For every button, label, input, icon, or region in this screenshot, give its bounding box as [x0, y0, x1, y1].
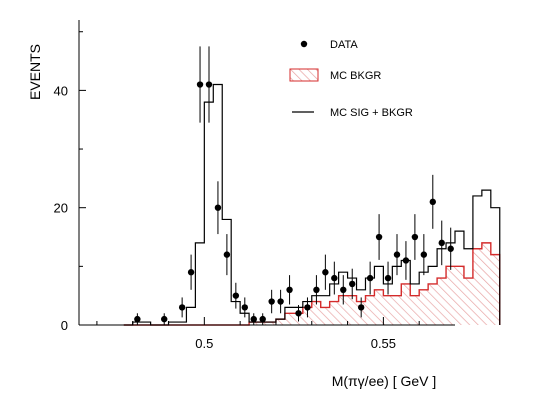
plot-area [123, 46, 501, 326]
data-point [250, 313, 257, 325]
data-marker [196, 81, 204, 88]
data-marker [357, 304, 365, 311]
data-marker [134, 315, 141, 323]
data-marker [402, 257, 410, 264]
data-marker [259, 315, 266, 323]
data-point [384, 261, 392, 295]
data-point [214, 181, 222, 235]
data-point [205, 46, 213, 123]
data-point [420, 234, 428, 276]
data-marker [375, 233, 383, 241]
legend-swatch-bkgr [289, 68, 319, 82]
data-point [322, 254, 329, 290]
data-marker [420, 251, 428, 258]
data-marker [178, 304, 186, 311]
data-marker [161, 315, 168, 323]
data-point [447, 227, 454, 270]
data-point [161, 313, 168, 325]
legend: DATA MC BKGR MC SIG + BKGR [289, 39, 413, 119]
data-point [187, 254, 195, 290]
data-point [223, 234, 231, 276]
legend-item-sig: MC SIG + BKGR [292, 107, 413, 119]
data-point [196, 46, 204, 123]
y-axis-title: EVENTS [27, 44, 43, 100]
data-marker [384, 274, 392, 282]
sig-bkgr-histogram-line [123, 83, 501, 326]
data-point [438, 220, 445, 266]
data-point [134, 313, 141, 325]
x-tick-label: 0.55 [371, 336, 396, 351]
data-marker [277, 298, 284, 305]
data-point [232, 282, 240, 309]
legend-label: MC SIG + BKGR [330, 107, 413, 119]
x-tick-label: 0.5 [195, 336, 213, 351]
data-marker [438, 239, 445, 247]
data-marker [268, 298, 275, 305]
axes: 0 20 40 0.5 0.55 [54, 20, 455, 351]
y-tick-label: 0 [61, 318, 68, 333]
data-marker [304, 304, 311, 311]
data-point [429, 174, 436, 229]
data-point [349, 268, 356, 300]
data-marker [349, 280, 356, 288]
data-point [178, 297, 186, 318]
data-marker [187, 269, 195, 276]
data-point [313, 275, 320, 305]
y-tick-label: 40 [54, 83, 68, 98]
legend-label: MC BKGR [330, 70, 381, 82]
data-marker [250, 315, 257, 323]
data-marker [322, 269, 329, 276]
data-marker [232, 292, 240, 299]
data-point [286, 275, 293, 305]
data-point [295, 305, 302, 322]
data-marker [331, 274, 338, 282]
legend-item-bkgr: MC BKGR [289, 68, 381, 82]
data-point [340, 275, 347, 305]
legend-marker-data [300, 40, 308, 48]
data-marker [366, 274, 374, 282]
data-point [393, 234, 401, 276]
data-point [357, 297, 365, 318]
data-point [331, 261, 338, 295]
data-marker [429, 198, 436, 206]
data-point [375, 214, 383, 260]
data-point [268, 289, 275, 314]
data-point [366, 261, 374, 295]
data-marker [411, 233, 419, 241]
data-point [241, 297, 248, 318]
data-marker [214, 204, 222, 211]
data-marker [340, 286, 347, 294]
data-point [277, 289, 284, 314]
data-marker [313, 286, 320, 294]
data-point [402, 241, 410, 280]
x-axis-title: M(πγ/ee) [ GeV ] [332, 373, 437, 389]
data-marker [241, 304, 248, 311]
data-point [304, 297, 311, 318]
data-marker [295, 310, 302, 317]
bkgr-hatch-area [123, 242, 500, 325]
data-marker [447, 245, 454, 252]
legend-label: DATA [330, 39, 358, 51]
legend-item-data: DATA [300, 39, 358, 51]
data-marker [286, 286, 293, 294]
data-marker [223, 251, 231, 258]
data-marker [205, 81, 213, 88]
data-marker [393, 251, 401, 258]
data-point [259, 313, 266, 325]
data-point [411, 214, 419, 260]
y-tick-label: 20 [54, 201, 68, 216]
